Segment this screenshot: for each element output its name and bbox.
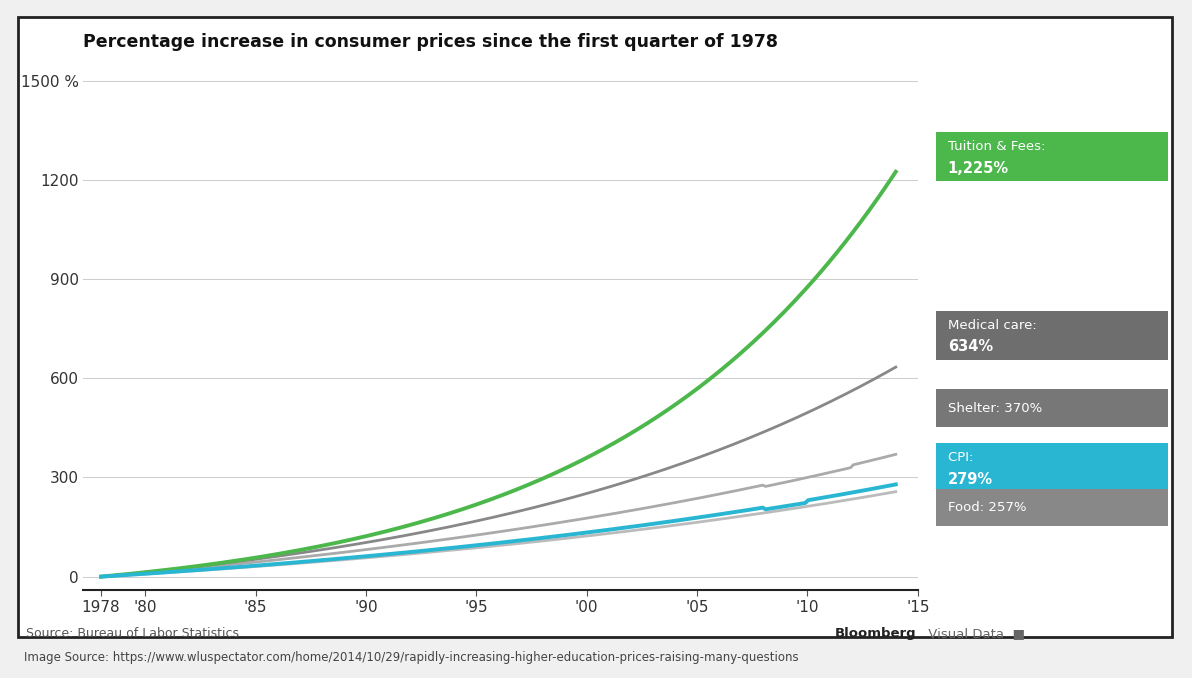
- Text: CPI:: CPI:: [948, 451, 977, 464]
- Text: 1,225%: 1,225%: [948, 161, 1008, 176]
- Text: Image Source: https://www.wluspectator.com/home/2014/10/29/rapidly-increasing-hi: Image Source: https://www.wluspectator.c…: [24, 651, 799, 664]
- Text: Medical care:: Medical care:: [948, 319, 1036, 332]
- Text: Shelter: 370%: Shelter: 370%: [948, 401, 1042, 414]
- Text: 634%: 634%: [948, 340, 993, 355]
- Text: Tuition & Fees:: Tuition & Fees:: [948, 140, 1045, 153]
- Text: Visual Data  ■: Visual Data ■: [924, 627, 1025, 640]
- Text: 279%: 279%: [948, 472, 993, 487]
- Text: Percentage increase in consumer prices since the first quarter of 1978: Percentage increase in consumer prices s…: [83, 33, 778, 51]
- Text: Source: Bureau of Labor Statistics: Source: Bureau of Labor Statistics: [26, 627, 240, 640]
- Text: Bloomberg: Bloomberg: [834, 627, 915, 640]
- Text: Food: 257%: Food: 257%: [948, 501, 1026, 514]
